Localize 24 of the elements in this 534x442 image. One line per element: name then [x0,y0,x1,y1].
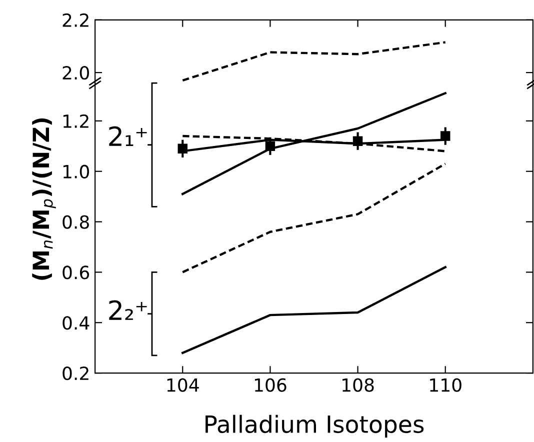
point [178,144,188,154]
point [352,136,363,146]
y-axis-title: (M$_{n}$/M$_{p}$)/(N/Z) [32,118,56,280]
x-tick-label: 110 [430,378,462,392]
line-series [182,41,446,82]
point [440,131,450,141]
y-tick-label: 0.2 [62,366,88,380]
y-tick-label: 0.4 [62,316,90,330]
x-axis-title: Palladium Isotopes [206,414,424,438]
y-tick-label: 1.2 [63,114,88,128]
point [265,141,276,151]
y-tick-label: 0.8 [62,215,89,229]
line-series [182,162,446,274]
y-tick-label: 2.2 [62,13,88,27]
line-series [182,266,446,354]
x-tick-label: 104 [167,378,199,392]
x-tick-label: 108 [342,378,374,392]
y-tick-label: 2.0 [62,66,89,80]
annotation: 2₂⁺ [109,300,147,320]
y-tick-label: 0.6 [62,266,90,280]
line-series [182,92,446,196]
annotation: 2₁⁺ [109,126,147,146]
y-tick-label: 1.0 [63,164,89,178]
x-tick-label: 106 [254,378,286,392]
